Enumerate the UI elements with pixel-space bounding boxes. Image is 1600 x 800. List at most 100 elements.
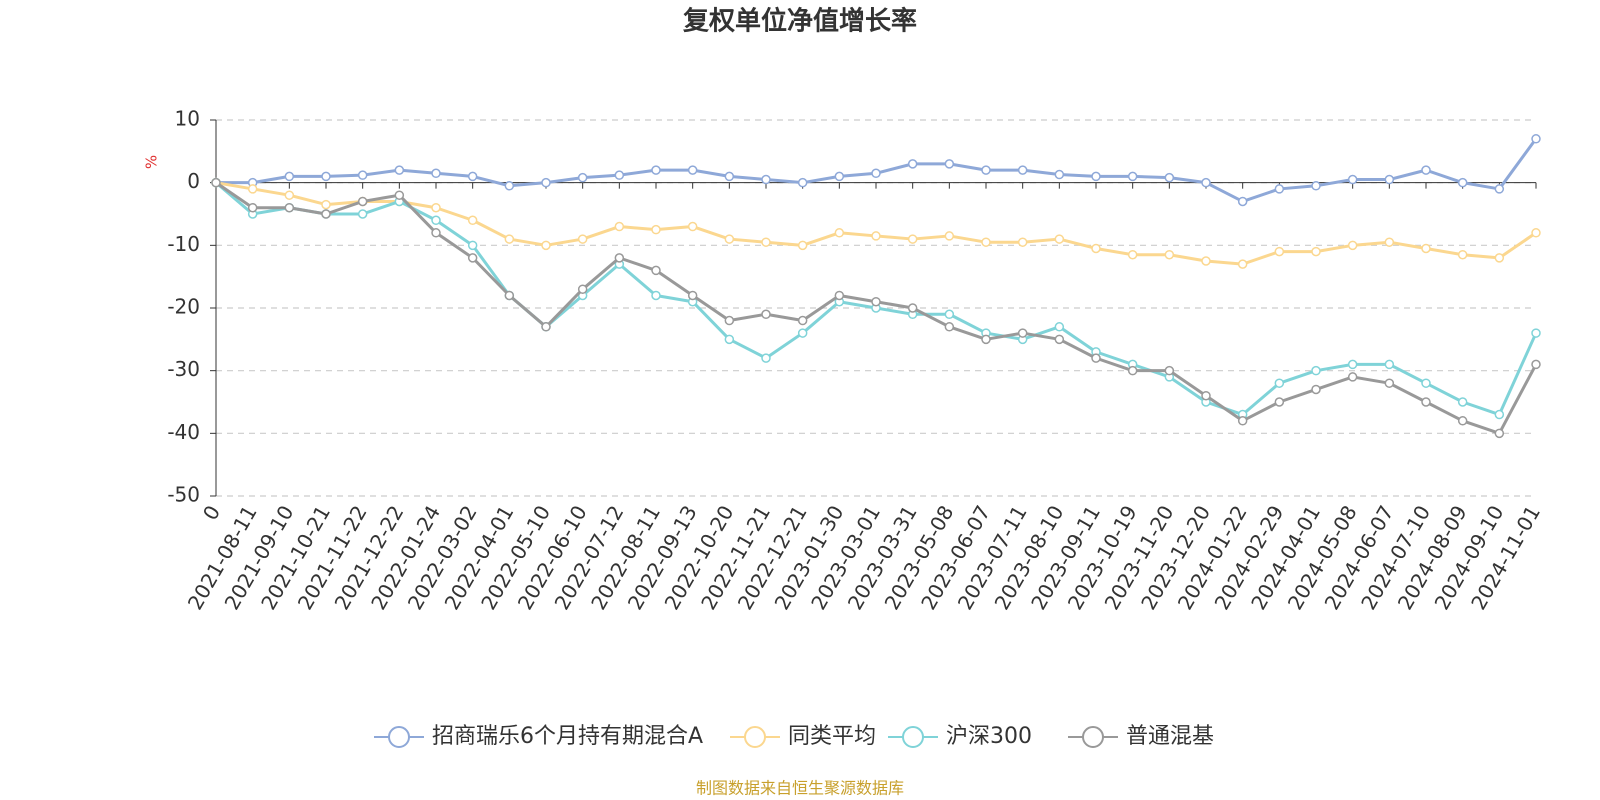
- series-line: [215, 181, 1537, 266]
- point-marker: [1054, 334, 1065, 345]
- point-marker: [467, 240, 478, 251]
- point-marker: [1054, 322, 1065, 332]
- point-marker: [1457, 397, 1468, 407]
- point-marker: [1274, 397, 1285, 407]
- point-marker: [1091, 353, 1101, 363]
- point-marker: [357, 170, 368, 180]
- point-marker: [1347, 240, 1358, 251]
- point-marker: [944, 159, 955, 169]
- point-marker: [321, 171, 331, 182]
- legend-marker: [744, 726, 766, 748]
- point-marker: [1531, 134, 1541, 144]
- point-marker: [1127, 171, 1138, 182]
- point-marker: [1164, 365, 1175, 376]
- point-marker: [1494, 409, 1505, 420]
- point-marker: [981, 165, 991, 175]
- point-marker: [1494, 253, 1505, 263]
- point-marker: [504, 234, 515, 244]
- point-marker: [211, 177, 221, 188]
- point-marker: [1054, 169, 1065, 180]
- point-marker: [1237, 416, 1248, 426]
- point-marker: [247, 202, 258, 213]
- point-marker: [1274, 184, 1285, 194]
- point-marker: [504, 181, 515, 191]
- point-marker: [1017, 328, 1028, 338]
- point-marker: [467, 215, 478, 226]
- point-marker: [1421, 397, 1431, 407]
- point-marker: [1091, 243, 1101, 254]
- y-tick-label: -10: [167, 232, 200, 256]
- point-marker: [284, 190, 295, 200]
- y-tick-label: -50: [167, 483, 200, 507]
- point-marker: [1017, 237, 1028, 247]
- point-marker: [1347, 174, 1358, 185]
- point-marker: [357, 196, 368, 207]
- y-axis-label: %: [143, 155, 161, 169]
- point-marker: [797, 177, 808, 188]
- point-marker: [394, 165, 405, 175]
- point-marker: [687, 290, 698, 301]
- point-marker: [651, 224, 661, 235]
- point-marker: [431, 168, 441, 179]
- point-marker: [1054, 234, 1065, 244]
- point-marker: [761, 353, 771, 363]
- point-marker: [614, 221, 625, 232]
- point-marker: [834, 228, 845, 238]
- point-marker: [614, 170, 625, 180]
- point-marker: [761, 174, 771, 185]
- point-marker: [357, 209, 368, 219]
- point-marker: [247, 184, 258, 194]
- point-marker: [1311, 384, 1321, 395]
- legend-label: 普通混基: [1126, 724, 1214, 749]
- y-tick-label: -40: [167, 420, 200, 444]
- point-marker: [394, 190, 405, 200]
- point-marker: [724, 315, 735, 326]
- point-marker: [1127, 365, 1138, 376]
- source-note: 制图数据来自恒生聚源数据库: [696, 779, 904, 798]
- point-marker: [1531, 359, 1541, 370]
- point-marker: [797, 328, 808, 338]
- point-marker: [687, 165, 698, 175]
- point-marker: [1384, 378, 1395, 388]
- point-marker: [1347, 359, 1358, 370]
- point-marker: [907, 303, 918, 313]
- point-marker: [1384, 237, 1395, 247]
- point-marker: [981, 237, 991, 247]
- point-marker: [1531, 328, 1541, 338]
- point-marker: [1384, 174, 1395, 185]
- point-marker: [577, 234, 588, 244]
- point-marker: [834, 171, 845, 182]
- point-marker: [541, 240, 551, 251]
- point-marker: [797, 240, 808, 251]
- point-marker: [1421, 243, 1431, 254]
- point-marker: [1457, 177, 1468, 188]
- point-marker: [321, 209, 331, 219]
- point-marker: [431, 202, 441, 213]
- point-marker: [504, 290, 515, 301]
- point-marker: [1127, 249, 1138, 260]
- point-marker: [1274, 378, 1285, 388]
- point-marker: [467, 253, 478, 263]
- legend-marker: [388, 726, 410, 748]
- point-marker: [541, 322, 551, 332]
- point-marker: [761, 309, 771, 320]
- point-marker: [1201, 256, 1211, 266]
- point-marker: [1494, 184, 1505, 194]
- point-marker: [687, 221, 698, 232]
- y-tick-label: 10: [175, 107, 200, 131]
- point-marker: [981, 334, 991, 345]
- point-marker: [1164, 249, 1175, 260]
- point-marker: [284, 202, 295, 213]
- point-marker: [1384, 359, 1395, 370]
- point-marker: [724, 334, 735, 345]
- point-marker: [1311, 246, 1321, 257]
- point-marker: [797, 315, 808, 326]
- point-marker: [1201, 390, 1211, 401]
- point-marker: [724, 171, 735, 182]
- point-marker: [944, 322, 955, 332]
- point-marker: [651, 265, 661, 276]
- point-marker: [541, 177, 551, 188]
- point-marker: [467, 171, 478, 182]
- point-marker: [1237, 196, 1248, 207]
